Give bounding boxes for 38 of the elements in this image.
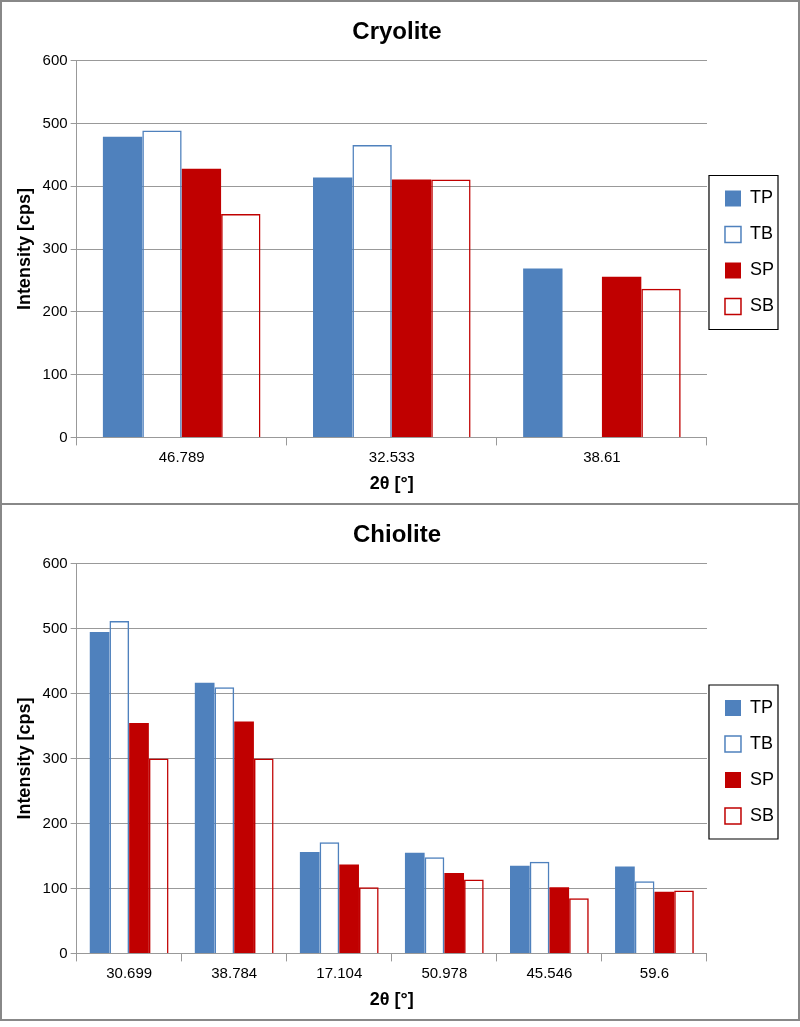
y-tick-label: 200: [42, 302, 68, 320]
legend-label: TP: [749, 696, 773, 717]
y-tick-label: 200: [42, 813, 68, 831]
y-tick-label: 400: [42, 176, 68, 194]
y-tick-label: 100: [42, 878, 68, 896]
x-tick-label: 38.61: [583, 447, 621, 465]
y-tick-label: 400: [42, 683, 68, 701]
y-axis-title: Intensity [cps]: [13, 188, 34, 311]
legend-label: SB: [749, 295, 774, 316]
y-axis-title: Intensity [cps]: [13, 697, 34, 820]
y-tick-label: 300: [42, 748, 68, 766]
y-tick-label: 0: [59, 427, 68, 445]
legend-label: SP: [749, 259, 774, 280]
y-tick-label: 600: [42, 50, 68, 68]
x-tick-label: 59.6: [639, 963, 670, 981]
y-tick-label: 300: [42, 239, 68, 257]
legend-label: SP: [749, 768, 774, 789]
legend-label: TB: [749, 223, 773, 244]
x-tick-label: 50.978: [421, 963, 468, 981]
y-tick-label: 500: [42, 113, 68, 131]
y-tick-label: 600: [42, 553, 68, 571]
y-tick-label: 500: [42, 618, 68, 636]
x-tick-label: 46.789: [158, 447, 205, 465]
x-axis-title: 2θ [°]: [369, 989, 414, 1010]
legend-label: TB: [749, 732, 773, 753]
y-tick-label: 100: [42, 364, 68, 382]
legend-label: SB: [749, 804, 774, 825]
x-tick-label: 38.784: [211, 963, 258, 981]
bar: [523, 268, 563, 437]
x-tick-label: 17.104: [316, 963, 363, 981]
x-tick-label: 32.533: [368, 447, 415, 465]
legend-label: TP: [749, 187, 773, 208]
x-tick-label: 45.546: [526, 963, 573, 981]
chart-title: Chiolite: [353, 520, 441, 548]
y-tick-label: 0: [59, 943, 68, 961]
x-tick-label: 30.699: [106, 963, 153, 981]
chart-title: Cryolite: [352, 17, 442, 45]
x-axis-title: 2θ [°]: [369, 473, 414, 494]
